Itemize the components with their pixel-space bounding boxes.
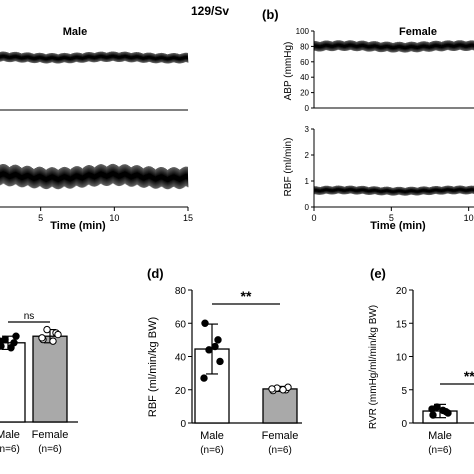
d-n-label-1: (n=6)	[268, 445, 292, 456]
d-ytick-label-3: 60	[175, 319, 187, 330]
b-xtick-label-1: 5	[389, 213, 394, 223]
d-category-label-1: Female	[262, 430, 299, 442]
d-category-label-0: Male	[200, 430, 224, 442]
panel-e-ylabel: RVR (mmHg/ml/min/kg BW)	[368, 305, 379, 429]
e-category-label-0: Male	[428, 430, 452, 442]
panel-d-ylabel: RBF (ml/min/kg BW)	[147, 317, 159, 417]
panel-b-label: (b)	[262, 7, 279, 22]
a-trace-0	[0, 51, 189, 64]
panel-d-label: (d)	[147, 266, 164, 281]
strain-title: 129/Sv	[191, 4, 229, 18]
a-xtick-label-1: 10	[109, 213, 119, 223]
b-track-1-ytick-label-3: 3	[305, 125, 310, 134]
panel-a-title: Male	[63, 26, 87, 38]
d-point-0-4	[200, 374, 208, 382]
panel-c: Male (n=6) Female (n=6) ns	[0, 311, 78, 455]
panel-a-xlabel: Time (min)	[50, 220, 106, 232]
e-ytick-label-0: 0	[401, 419, 407, 430]
d-point-1-4	[268, 385, 276, 393]
e-point-0-4	[428, 405, 436, 413]
panel-d: (d) RBF (ml/min/kg BW) 0 20 40 60 80 Male (n=6…	[147, 266, 302, 456]
d-n-label-0: (n=6)	[200, 445, 224, 456]
e-ytick-label-1: 5	[401, 386, 407, 397]
d-point-0-0	[201, 319, 209, 327]
d-point-0-5	[211, 342, 219, 351]
e-n-label-0: (n=6)	[428, 445, 452, 456]
b-track-1-ytick-label-2: 2	[305, 151, 310, 160]
c-category-label-0: Male	[0, 429, 20, 441]
a-xtick-label-0: 5	[38, 213, 43, 223]
b-track-0-ytick-label-5: 100	[296, 27, 310, 36]
b-xtick-label-0: 0	[311, 213, 316, 223]
b-xtick-label-2: 10	[464, 213, 474, 223]
panel-e: (e) RVR (mmHg/ml/min/kg BW) 0 5 10 15 20 Male…	[368, 266, 474, 456]
d-point-0-2	[205, 346, 213, 354]
d-ytick-label-4: 80	[175, 286, 187, 297]
d-ytick-label-2: 40	[175, 353, 187, 364]
c-point-1-5	[49, 337, 57, 345]
c-point-0-4	[0, 337, 4, 345]
c-point-1-3	[54, 330, 62, 339]
c-point-0-3	[12, 332, 20, 340]
b-track-0-ytick-label-3: 60	[300, 58, 309, 67]
d-point-0-1	[214, 336, 222, 344]
panel-b-title: Female	[399, 26, 437, 38]
panel-b: (b) Female ABP (mmHg) RBF (ml/min) 02040…	[262, 7, 474, 232]
c-point-1-4	[38, 334, 46, 342]
b-track-0-ytick-label-4: 80	[300, 42, 309, 51]
e-ytick-label-2: 10	[396, 353, 408, 364]
c-n-label-1: (n=6)	[38, 444, 62, 455]
panel-b-ylabel-abp: ABP (mmHg)	[283, 42, 294, 101]
a-xtick-label-2: 15	[183, 213, 193, 223]
c-bar-1	[32, 335, 68, 423]
panel-a: Male 5 10 15 Time (min)	[0, 26, 193, 232]
d-ytick-label-0: 0	[180, 419, 186, 430]
e-ytick-label-4: 20	[396, 286, 408, 297]
a-trace-1	[0, 163, 189, 190]
panel-e-label: (e)	[370, 266, 386, 281]
b-track-1-ytick-label-0: 0	[305, 203, 310, 212]
d-bar-1	[262, 388, 298, 424]
panel-b-ylabel-rbf: RBF (ml/min)	[283, 138, 294, 197]
d-significance-label: **	[241, 288, 252, 304]
c-bar-0	[0, 342, 26, 423]
c-significance-label: ns	[24, 311, 35, 322]
e-ytick-label-3: 15	[396, 319, 408, 330]
d-ytick-label-1: 20	[175, 386, 187, 397]
d-point-1-5	[279, 386, 287, 394]
b-trace-0	[313, 40, 474, 53]
b-trace-1	[313, 185, 474, 196]
panel-b-xlabel: Time (min)	[370, 220, 426, 232]
b-track-1-ytick-label-1: 1	[305, 177, 310, 186]
c-n-label-0: (n=6)	[0, 444, 20, 455]
e-point-0-0	[429, 411, 437, 419]
c-point-0-5	[7, 344, 15, 352]
e-point-0-5	[439, 406, 447, 415]
b-track-0-ytick-label-1: 20	[300, 89, 309, 98]
e-significance-label: ***	[464, 368, 474, 384]
b-track-0-ytick-label-0: 0	[305, 104, 310, 113]
c-category-label-1: Female	[32, 429, 69, 441]
c-point-1-2	[43, 325, 51, 334]
b-track-0-ytick-label-2: 40	[300, 73, 309, 82]
d-point-0-3	[216, 357, 224, 366]
